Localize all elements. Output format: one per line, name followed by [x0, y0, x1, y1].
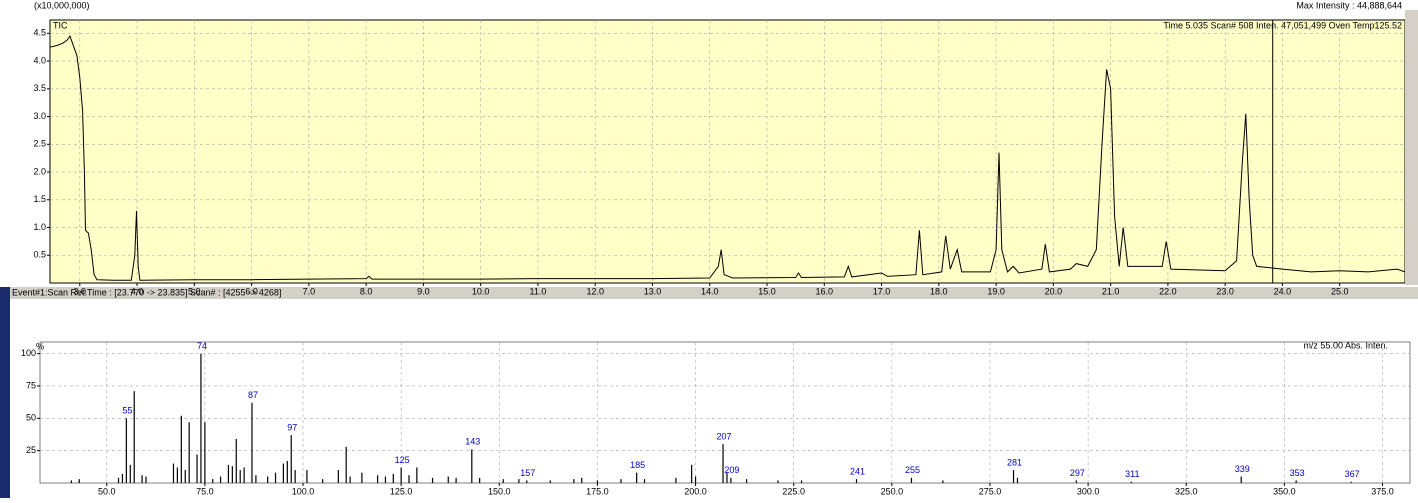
- mz-info: m/z 55.00 Abs. Inten.: [1303, 340, 1388, 350]
- x-tick-label: 3.0: [74, 286, 87, 296]
- peak-label: 209: [724, 465, 739, 475]
- x-tick-label: 175.0: [586, 486, 609, 496]
- y-tick-label: 2.5: [33, 139, 46, 149]
- y-tick-label: 3.5: [33, 83, 46, 93]
- x-tick-label: 125.0: [390, 486, 413, 496]
- x-tick-label: 200.0: [684, 486, 707, 496]
- y-tick-label: 100: [21, 348, 36, 358]
- peak-label: 297: [1070, 468, 1085, 478]
- peak-label: 55: [122, 406, 132, 416]
- x-tick-label: 23.0: [1216, 286, 1234, 296]
- x-tick-label: 7.0: [303, 286, 316, 296]
- peak-label: 281: [1007, 457, 1022, 467]
- event-info: Event#1:Scan Ret.Time : [23.770 -> 23.83…: [12, 287, 281, 297]
- y-tick-label: 4.0: [33, 55, 46, 65]
- x-tick-label: 17.0: [873, 286, 891, 296]
- y-unit: %: [36, 341, 44, 351]
- x-tick-label: 20.0: [1045, 286, 1063, 296]
- peak-label: 185: [630, 460, 645, 470]
- x-tick-label: 75.0: [196, 486, 214, 496]
- x-tick-label: 325.0: [1175, 486, 1198, 496]
- peak-label: 157: [520, 468, 535, 478]
- peak-label: 311: [1125, 469, 1139, 479]
- x-tick-label: 19.0: [987, 286, 1005, 296]
- peak-label: 87: [248, 390, 258, 400]
- x-tick-label: 350.0: [1273, 486, 1296, 496]
- x-tick-label: 14.0: [701, 286, 719, 296]
- peak-label: 339: [1235, 464, 1250, 474]
- y-tick-label: 2.0: [33, 166, 46, 176]
- x-tick-label: 375.0: [1371, 486, 1394, 496]
- peak-label: 74: [197, 341, 207, 351]
- scale-note: (x10,000,000): [34, 0, 90, 10]
- trace-label: TIC: [53, 20, 68, 30]
- event-bar: [0, 287, 1418, 299]
- peak-label: 125: [395, 455, 410, 465]
- x-tick-label: 24.0: [1274, 286, 1292, 296]
- x-tick-label: 6.0: [245, 286, 258, 296]
- max-intensity: Max Intensity : 44,888,644: [1296, 0, 1402, 10]
- peak-label: 367: [1345, 469, 1360, 479]
- x-tick-label: 11.0: [530, 286, 547, 296]
- chromatogram-area: [49, 19, 1406, 284]
- y-tick-label: 75: [26, 380, 36, 390]
- x-tick-label: 12.0: [586, 286, 604, 296]
- spectrum-area: [39, 341, 1411, 484]
- x-tick-label: 150.0: [488, 486, 511, 496]
- x-tick-label: 50.0: [98, 486, 116, 496]
- panel-strip: [0, 287, 10, 498]
- x-tick-label: 18.0: [930, 286, 948, 296]
- tic-trace: [49, 35, 1406, 281]
- x-tick-label: 9.0: [417, 286, 430, 296]
- scrollbar[interactable]: [1405, 10, 1418, 285]
- x-tick-label: 5.0: [188, 286, 201, 296]
- peak-label: 97: [287, 423, 297, 433]
- x-tick-label: 22.0: [1159, 286, 1177, 296]
- peak-label: 353: [1290, 468, 1305, 478]
- y-tick-label: 1.5: [33, 194, 46, 204]
- y-tick-label: 3.0: [33, 111, 46, 121]
- peak-label: 143: [465, 437, 480, 447]
- y-tick-label: 25: [26, 445, 36, 455]
- peak-label: 207: [717, 432, 732, 442]
- peak-label: 255: [905, 465, 920, 475]
- x-tick-label: 10.0: [472, 286, 490, 296]
- x-tick-label: 25.0: [1331, 286, 1349, 296]
- x-tick-label: 100.0: [292, 486, 315, 496]
- x-tick-label: 225.0: [782, 486, 805, 496]
- x-tick-label: 300.0: [1077, 486, 1100, 496]
- x-tick-label: 13.0: [644, 286, 662, 296]
- peak-label: 241: [850, 466, 865, 476]
- x-tick-label: 250.0: [881, 486, 904, 496]
- y-tick-label: 50: [26, 413, 36, 423]
- y-tick-label: 1.0: [33, 222, 46, 232]
- cursor-info: Time 5.035 Scan# 508 Inten. 47,051,499 O…: [1163, 20, 1402, 30]
- x-tick-label: 275.0: [979, 486, 1002, 496]
- x-tick-label: 4.0: [131, 286, 144, 296]
- x-tick-label: 21.0: [1102, 286, 1120, 296]
- y-tick-label: 0.5: [33, 250, 46, 260]
- x-tick-label: 15.0: [758, 286, 776, 296]
- x-tick-label: 16.0: [816, 286, 834, 296]
- y-tick-label: 4.5: [33, 28, 46, 38]
- x-tick-label: 8.0: [360, 286, 373, 296]
